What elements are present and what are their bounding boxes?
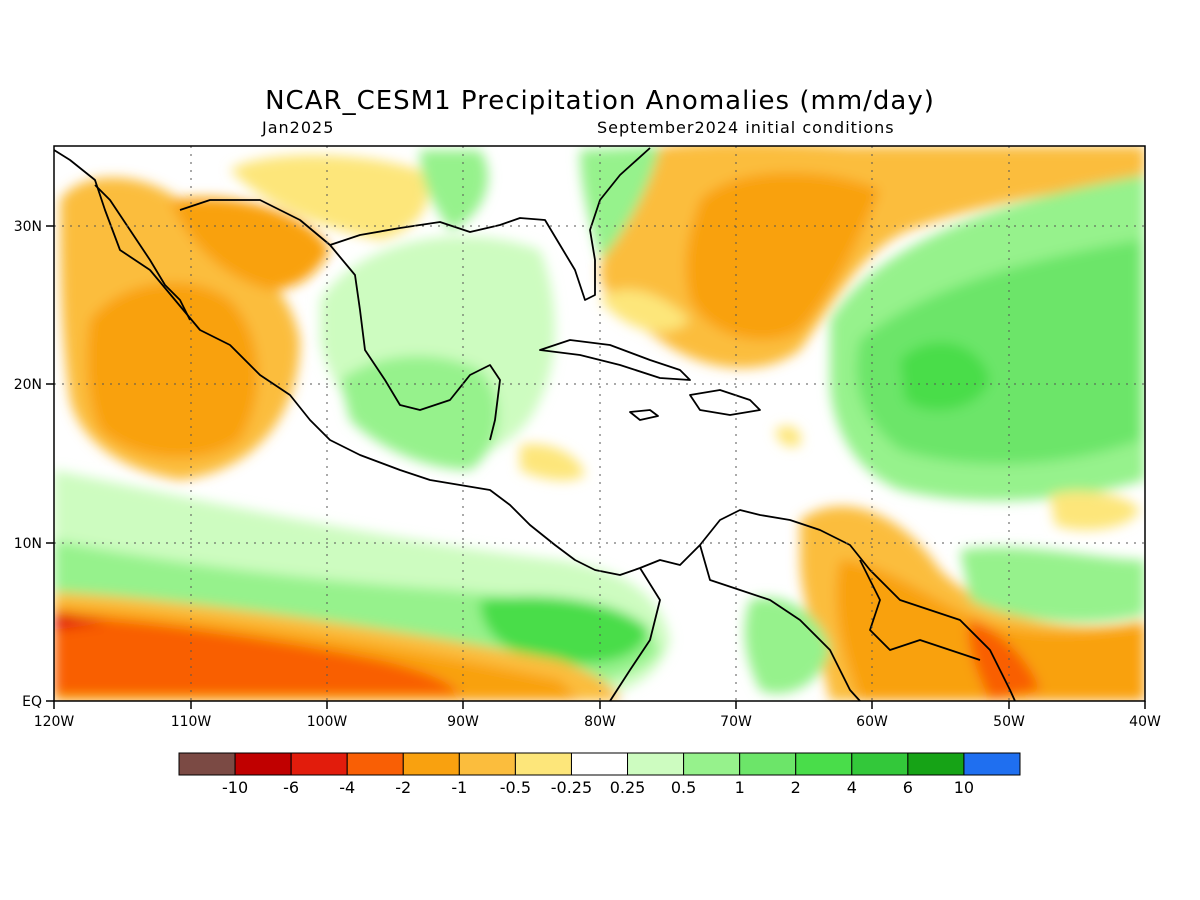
colorbar-swatch <box>234 752 292 776</box>
colorbar-label: -2 <box>395 778 411 797</box>
colorbar-swatch <box>627 752 685 776</box>
lon-label-60w: 60W <box>856 714 888 730</box>
lon-label-40w: 40W <box>1129 714 1161 730</box>
lat-label-10n: 10N <box>14 536 42 552</box>
latitude-labels: 30N 20N 10N EQ <box>14 219 42 710</box>
colorbar-label: -1 <box>451 778 467 797</box>
colorbar-swatch <box>346 752 404 776</box>
lat-label-30n: 30N <box>14 219 42 235</box>
lon-label-90w: 90W <box>447 714 479 730</box>
colorbar-label: 4 <box>847 778 857 797</box>
initial-conditions-label: September2024 initial conditions <box>597 118 895 137</box>
colorbar-swatch <box>514 752 572 776</box>
lat-label-eq: EQ <box>22 694 42 710</box>
colorbar-swatch <box>458 752 516 776</box>
colorbar-label: -6 <box>283 778 299 797</box>
colorbar-swatch <box>963 752 1021 776</box>
colorbar-label: 2 <box>791 778 801 797</box>
lon-label-100w: 100W <box>307 714 348 730</box>
anomaly-field <box>54 146 1145 701</box>
colorbar-label: -10 <box>222 778 248 797</box>
coastlines <box>53 147 1016 702</box>
map-title: NCAR_CESM1 Precipitation Anomalies (mm/d… <box>265 86 935 116</box>
lon-label-50w: 50W <box>993 714 1025 730</box>
colorbar-label: 10 <box>954 778 974 797</box>
lon-label-70w: 70W <box>720 714 752 730</box>
lat-label-20n: 20N <box>14 377 42 393</box>
lon-label-120w: 120W <box>34 714 75 730</box>
colorbar-swatch <box>851 752 909 776</box>
colorbar-swatch <box>683 752 741 776</box>
colorbar-swatch <box>795 752 853 776</box>
lon-label-110w: 110W <box>171 714 212 730</box>
colorbar-swatch <box>178 752 236 776</box>
graticule <box>54 146 1145 701</box>
lon-label-80w: 80W <box>584 714 616 730</box>
colorbar-swatch <box>570 752 629 776</box>
longitude-labels: 120W 110W 100W 90W 80W 70W 60W 50W 40W <box>34 714 1161 730</box>
colorbar-label: 0.5 <box>671 778 696 797</box>
colorbar-label: 6 <box>903 778 913 797</box>
valid-month-label: Jan2025 <box>262 118 335 137</box>
colorbar-swatch <box>402 752 460 776</box>
colorbar-swatch <box>290 752 348 776</box>
colorbar-swatch <box>907 752 965 776</box>
colorbar-label: -0.25 <box>551 778 592 797</box>
colorbar-label: 0.25 <box>610 778 646 797</box>
colorbar-label: -4 <box>339 778 355 797</box>
colorbar: -10 -6 -4 -2 -1 -0.5 -0.25 0.25 0.5 1 2 4 6 10 <box>178 752 1021 797</box>
colorbar-label: -0.5 <box>500 778 531 797</box>
axis-ticks <box>46 225 1146 709</box>
colorbar-label: 1 <box>735 778 745 797</box>
colorbar-swatch <box>739 752 797 776</box>
